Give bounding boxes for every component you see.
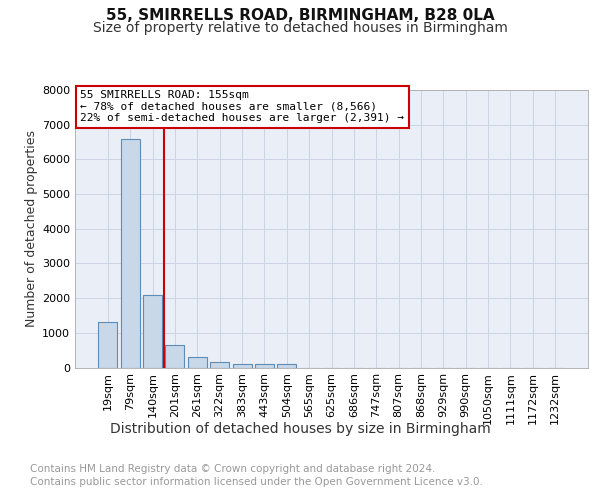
- Bar: [166, 345, 184, 368]
- Bar: [210, 362, 229, 368]
- Text: Size of property relative to detached houses in Birmingham: Size of property relative to detached ho…: [92, 21, 508, 35]
- Bar: [233, 364, 251, 368]
- Bar: [277, 364, 296, 368]
- Text: Contains public sector information licensed under the Open Government Licence v3: Contains public sector information licen…: [30, 477, 483, 487]
- Bar: [255, 364, 274, 368]
- Text: Contains HM Land Registry data © Crown copyright and database right 2024.: Contains HM Land Registry data © Crown c…: [30, 464, 436, 474]
- Bar: [121, 138, 140, 368]
- Text: 55 SMIRRELLS ROAD: 155sqm
← 78% of detached houses are smaller (8,566)
22% of se: 55 SMIRRELLS ROAD: 155sqm ← 78% of detac…: [80, 90, 404, 123]
- Bar: [188, 357, 207, 368]
- Text: 55, SMIRRELLS ROAD, BIRMINGHAM, B28 0LA: 55, SMIRRELLS ROAD, BIRMINGHAM, B28 0LA: [106, 8, 494, 22]
- Bar: [143, 294, 162, 368]
- Bar: [98, 322, 118, 368]
- Y-axis label: Number of detached properties: Number of detached properties: [25, 130, 38, 327]
- Text: Distribution of detached houses by size in Birmingham: Distribution of detached houses by size …: [110, 422, 490, 436]
